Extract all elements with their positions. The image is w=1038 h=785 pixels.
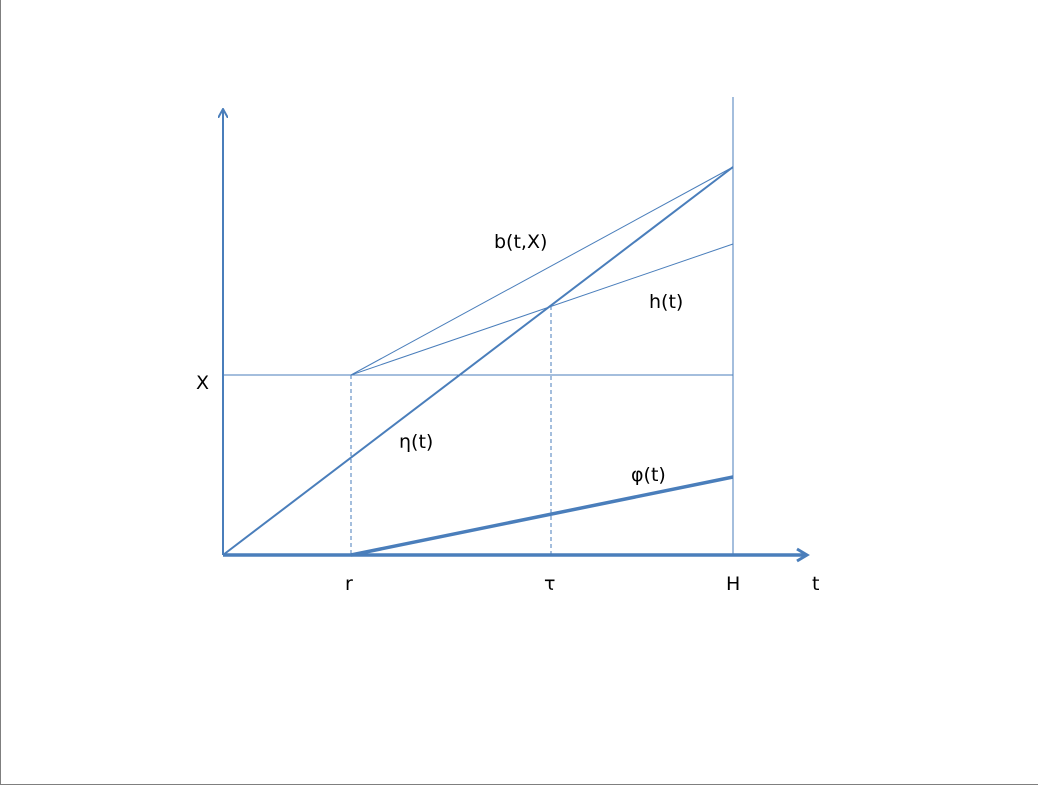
x-level-label: X bbox=[196, 372, 209, 394]
b-label: b(t,X) bbox=[494, 231, 547, 253]
h-line bbox=[350, 243, 734, 376]
t-axis-arrowhead bbox=[796, 547, 810, 563]
H-label: H bbox=[726, 573, 740, 595]
r-label: r bbox=[345, 573, 353, 595]
t-label: t bbox=[812, 573, 819, 595]
phi-label: φ(t) bbox=[631, 464, 666, 486]
eta-label: η(t) bbox=[399, 431, 433, 453]
phi-line bbox=[350, 475, 734, 557]
b-line bbox=[350, 166, 734, 376]
eta-line bbox=[222, 166, 734, 556]
tau-label: τ bbox=[544, 573, 555, 595]
h-label: h(t) bbox=[649, 291, 683, 313]
